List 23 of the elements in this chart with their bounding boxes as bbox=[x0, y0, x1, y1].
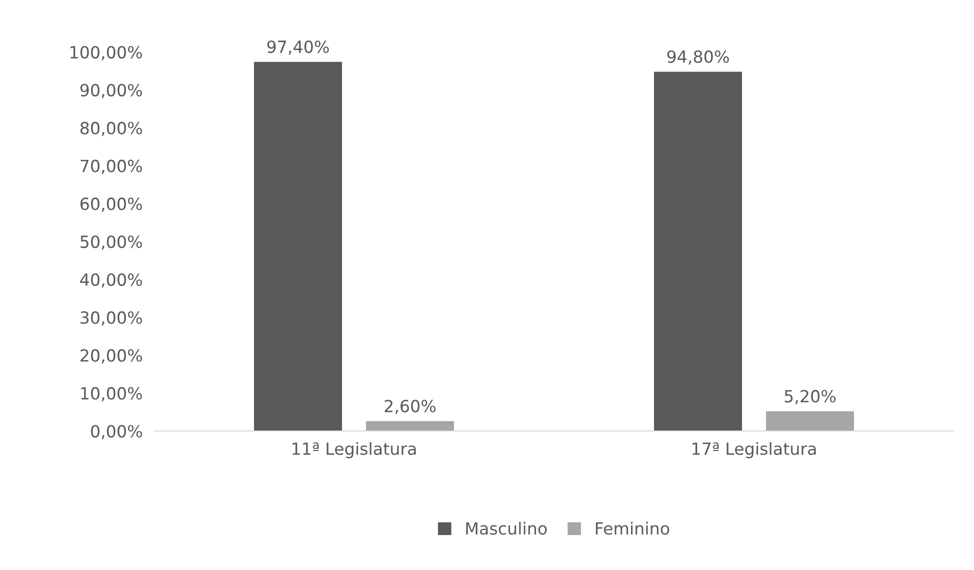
bar bbox=[654, 72, 742, 431]
y-tick-label: 50,00% bbox=[80, 235, 142, 250]
y-tick-label: 40,00% bbox=[80, 273, 142, 288]
data-label: 97,40% bbox=[267, 40, 329, 55]
y-tick-label: 80,00% bbox=[80, 122, 142, 136]
x-tick-label: 11ª Legislatura bbox=[292, 442, 416, 458]
y-tick-label: 60,00% bbox=[80, 198, 142, 212]
data-label: 5,20% bbox=[784, 390, 836, 404]
y-tick-label: 10,00% bbox=[81, 387, 142, 402]
x-tick-label: 17ª Legislatura bbox=[692, 442, 816, 458]
y-tick-label: 20,00% bbox=[80, 349, 142, 364]
data-label: 2,60% bbox=[384, 400, 436, 414]
y-tick-label: 70,00% bbox=[80, 160, 142, 174]
y-tick-label: 90,00% bbox=[80, 84, 142, 98]
bar bbox=[366, 421, 454, 431]
legend-label: Masculino bbox=[466, 522, 547, 535]
y-tick-label: 100,00% bbox=[70, 46, 142, 60]
legend-label: Feminino bbox=[596, 522, 670, 535]
data-label: 94,80% bbox=[667, 50, 729, 65]
bar bbox=[254, 62, 342, 431]
y-tick-label: 30,00% bbox=[80, 311, 142, 326]
bar bbox=[766, 411, 854, 431]
y-tick-label: 0,00% bbox=[91, 424, 142, 440]
